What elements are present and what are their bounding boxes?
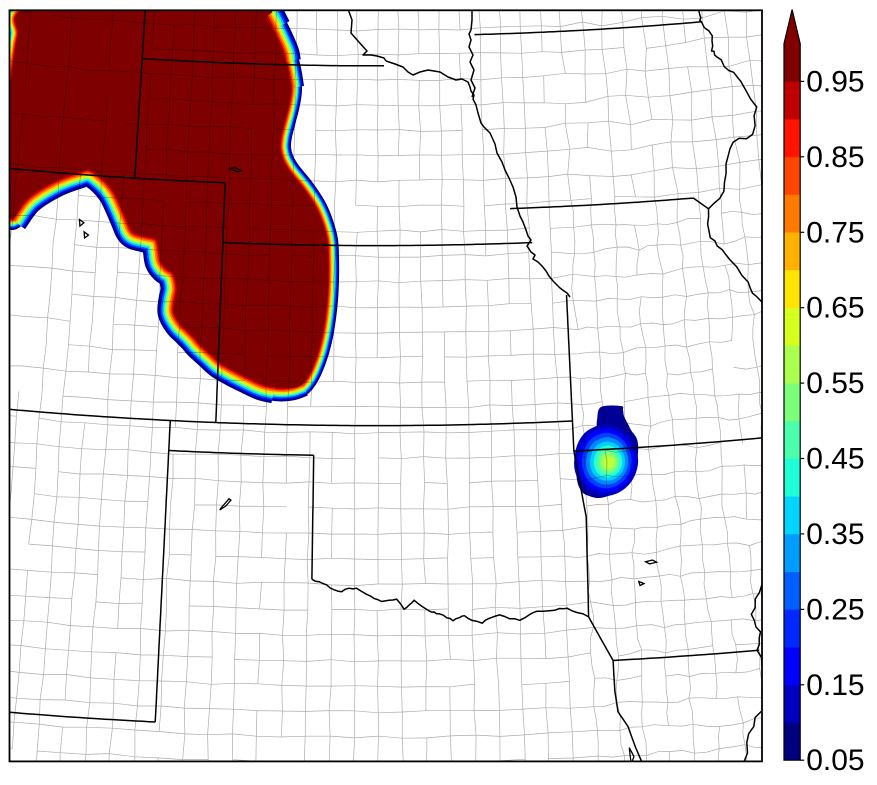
- svg-text:0.75: 0.75: [806, 216, 864, 249]
- svg-text:0.55: 0.55: [806, 367, 864, 400]
- svg-text:0.45: 0.45: [806, 443, 864, 476]
- svg-text:0.25: 0.25: [806, 593, 864, 626]
- svg-text:0.95: 0.95: [806, 65, 864, 98]
- svg-text:0.15: 0.15: [806, 669, 864, 702]
- svg-text:0.05: 0.05: [806, 744, 864, 777]
- svg-text:0.85: 0.85: [806, 141, 864, 174]
- svg-text:0.35: 0.35: [806, 518, 864, 551]
- svg-text:0.65: 0.65: [806, 292, 864, 325]
